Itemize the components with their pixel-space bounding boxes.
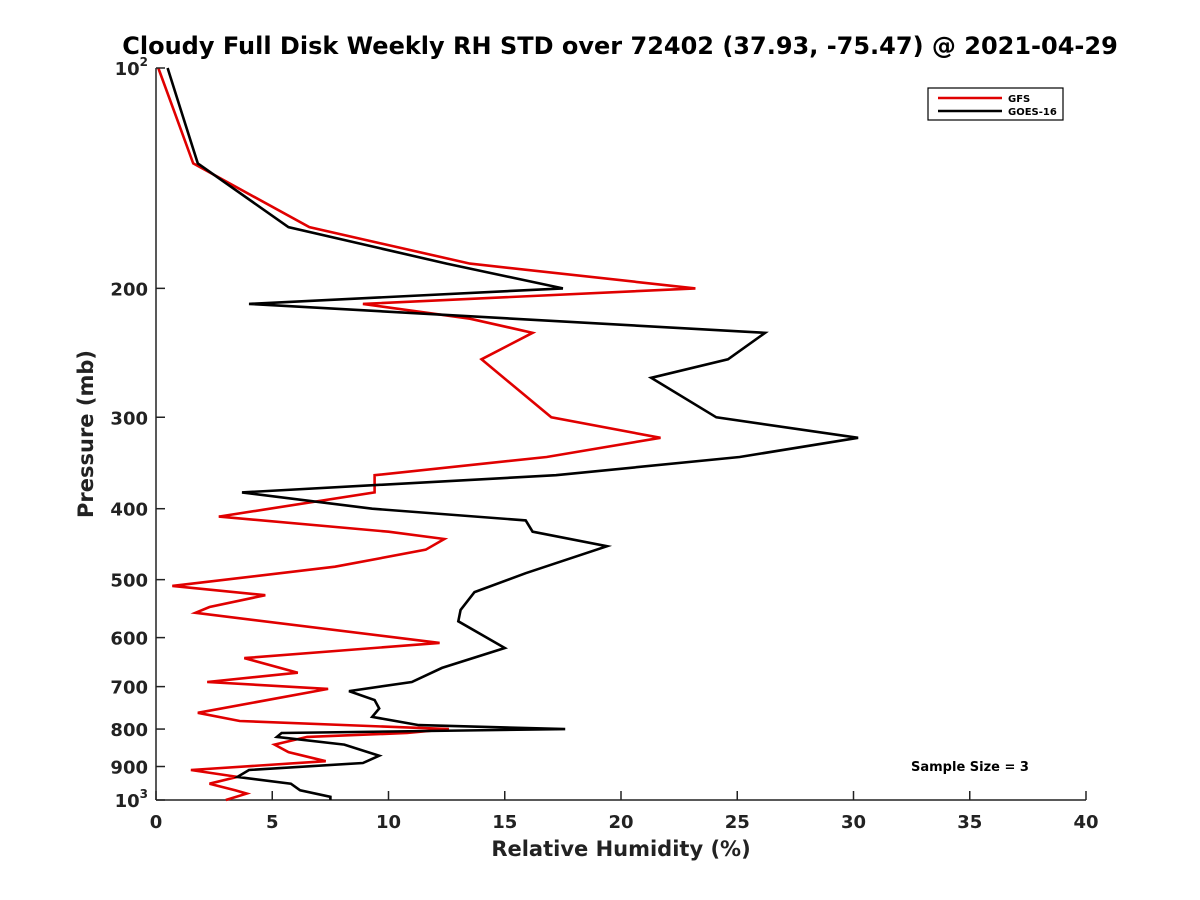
x-tick-label: 15 (492, 812, 517, 833)
y-tick-label: 800 (110, 720, 148, 741)
series-line-goes-16 (166, 67, 859, 800)
x-tick-label: 20 (608, 812, 633, 833)
x-tick-label: 10 (376, 812, 401, 833)
legend-items: GFS GOES-16 (938, 94, 1057, 118)
y-ticks: 102 200 300 400 500 600 700 800 900 103 (110, 55, 165, 812)
x-tick-label: 25 (725, 812, 750, 833)
x-tick-label: 0 (150, 812, 163, 833)
legend-box (927, 87, 1064, 121)
y-tick-label: 400 (110, 500, 148, 521)
y-tick-label: 102 (115, 55, 148, 80)
y-tick-label: 103 (115, 787, 148, 812)
x-ticks: 0 5 10 15 20 25 30 35 40 (150, 791, 1099, 833)
y-tick-label: 900 (110, 758, 148, 779)
chart-title: Cloudy Full Disk Weekly RH STD over 7240… (122, 32, 1118, 60)
plot-frame (156, 68, 1086, 800)
sample-size-annotation: Sample Size = 3 (911, 760, 1029, 775)
series-line-gfs (157, 67, 696, 802)
y-tick-label: 600 (110, 629, 148, 650)
y-tick-label: 500 (110, 571, 148, 592)
y-tick-label: 200 (110, 279, 148, 300)
x-axis-label: Relative Humidity (%) (491, 837, 750, 861)
legend-label: GFS (1008, 94, 1030, 105)
y-tick-label: 700 (110, 678, 148, 699)
x-tick-label: 35 (957, 812, 982, 833)
x-tick-label: 30 (841, 812, 866, 833)
y-tick-label: 300 (110, 408, 148, 429)
legend: GFS GOES-16 (927, 87, 1064, 121)
series-layer (157, 67, 859, 802)
legend-label: GOES-16 (1008, 107, 1057, 118)
x-tick-label: 40 (1073, 812, 1098, 833)
y-axis-label: Pressure (mb) (74, 350, 98, 518)
plot-area: 0 5 10 15 20 25 30 35 40 102 200 300 400 500 600 700 80… (110, 55, 1098, 833)
x-tick-label: 5 (266, 812, 279, 833)
